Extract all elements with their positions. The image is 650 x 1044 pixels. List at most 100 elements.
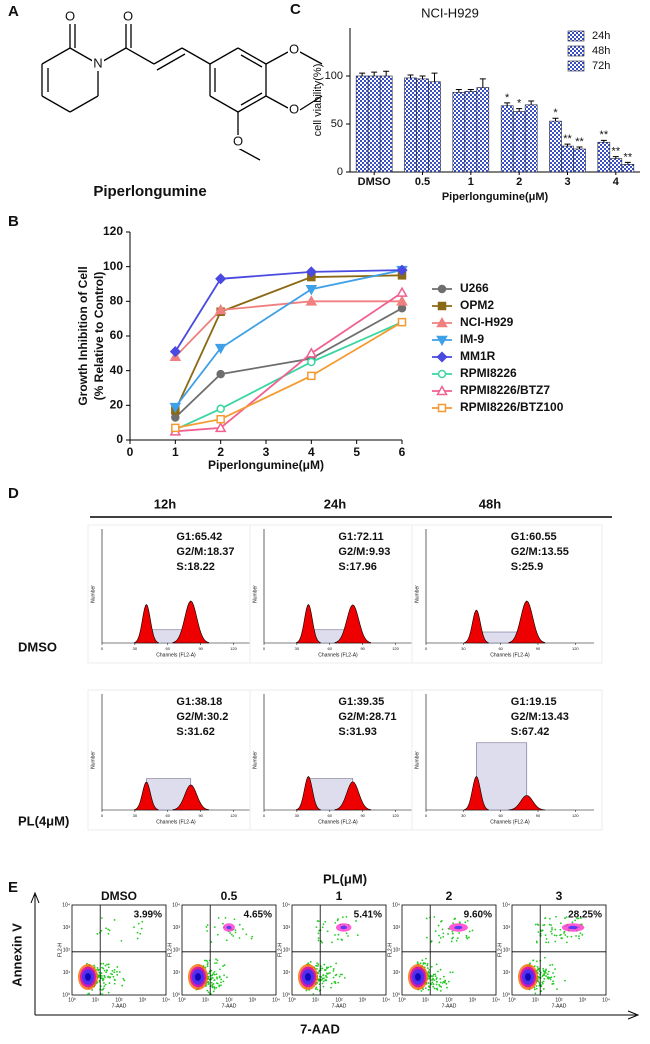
event-dot	[456, 937, 459, 940]
event-dot	[564, 934, 567, 936]
panel-label: D	[8, 485, 19, 502]
y-tick-label: 40	[110, 363, 124, 377]
y-tick-label: 10²	[173, 947, 181, 953]
error-bar	[600, 139, 607, 143]
event-dot	[234, 931, 237, 934]
event-dot	[238, 937, 241, 939]
event-dot	[233, 918, 236, 921]
chart-title: NCI-H929	[421, 5, 479, 20]
event-dot	[556, 988, 558, 991]
event-dot	[207, 972, 210, 975]
axis-arrow	[30, 891, 40, 1015]
row-label: DMSO	[18, 639, 57, 654]
event-dot	[420, 990, 423, 992]
event-dot	[533, 965, 536, 968]
event-dot	[321, 926, 324, 929]
event-dot	[136, 937, 139, 940]
cycle-stat: G1:60.55	[511, 531, 557, 543]
x-tick-label: 0	[425, 646, 428, 651]
event-dot	[536, 965, 539, 968]
event-dot	[464, 921, 467, 924]
panel-x-label: 7-AAD	[552, 1003, 567, 1009]
event-dot	[101, 966, 103, 969]
event-dot	[532, 959, 535, 962]
event-dot	[329, 965, 332, 968]
event-dot	[439, 981, 442, 984]
marker	[214, 303, 227, 315]
significance: **	[575, 136, 584, 148]
event-dot	[316, 962, 319, 965]
event-dot	[113, 919, 116, 921]
event-dot	[206, 989, 209, 992]
event-dot	[559, 928, 562, 931]
event-dot	[332, 968, 335, 970]
error-bar	[419, 75, 426, 79]
event-dot	[431, 975, 434, 977]
event-dot	[320, 940, 323, 943]
event-dot	[546, 973, 549, 976]
g2-peak	[508, 600, 546, 644]
event-dot	[547, 941, 550, 944]
event-dot	[545, 941, 547, 944]
event-dot	[579, 932, 582, 935]
event-dot	[430, 979, 433, 981]
event-dot	[534, 923, 537, 926]
legend-label: 72h	[592, 60, 610, 72]
event-dot	[435, 980, 438, 983]
y-tick-label: 10³	[503, 925, 511, 931]
legend-label: IM-9	[460, 332, 484, 346]
event-dot	[578, 935, 580, 937]
event-dot	[452, 936, 454, 939]
event-dot	[104, 976, 106, 979]
event-dot	[424, 987, 427, 990]
x-tick-label: 120	[230, 646, 237, 651]
y-tick-label: 120	[103, 224, 123, 238]
event-dot	[207, 982, 210, 985]
event-dot	[102, 962, 105, 965]
event-dot	[101, 993, 104, 995]
event-dot	[324, 920, 327, 923]
cycle-stat: G1:38.18	[176, 696, 222, 708]
event-dot	[465, 936, 468, 939]
marker	[171, 413, 180, 422]
event-dot	[322, 985, 325, 988]
y-tick-label: 80	[110, 294, 124, 308]
event-dot	[552, 980, 554, 983]
event-dot	[105, 971, 107, 974]
x-tick-label: 60	[328, 813, 333, 818]
event-dot	[211, 974, 213, 977]
event-dot	[325, 974, 327, 977]
event-dot	[93, 964, 95, 967]
event-dot	[318, 929, 321, 932]
x-axis-label: Channels (FL2-A)	[490, 819, 530, 825]
event-dot	[325, 976, 328, 979]
event-dot	[219, 968, 221, 971]
bond	[209, 95, 239, 113]
event-dot	[206, 965, 209, 968]
x-tick-label: 6	[399, 445, 406, 459]
event-dot	[107, 932, 110, 935]
condition-label: 0.5	[221, 889, 238, 903]
event-dot	[316, 965, 319, 967]
y-axis-label: (% Relative to Control)	[92, 272, 106, 401]
event-dot	[317, 937, 320, 940]
event-dot	[458, 932, 461, 934]
event-dot	[565, 941, 568, 944]
event-dot	[537, 931, 540, 933]
x-axis-label: 7-AAD	[300, 1021, 340, 1036]
panel-x-label: 7-AAD	[442, 1003, 457, 1009]
event-dot	[207, 991, 210, 994]
error-bar	[552, 117, 559, 122]
event-dot	[345, 932, 348, 935]
y-axis-label: Number	[252, 585, 258, 603]
significance: **	[624, 151, 633, 163]
x-tick-label: 10⁰	[68, 997, 76, 1003]
event-dot	[326, 930, 329, 933]
event-dot	[140, 927, 143, 930]
g2-peak	[172, 600, 210, 644]
bar	[428, 81, 441, 173]
event-dot	[454, 917, 457, 920]
event-dot	[542, 988, 545, 990]
event-dot	[210, 969, 213, 972]
event-dot	[552, 972, 554, 974]
